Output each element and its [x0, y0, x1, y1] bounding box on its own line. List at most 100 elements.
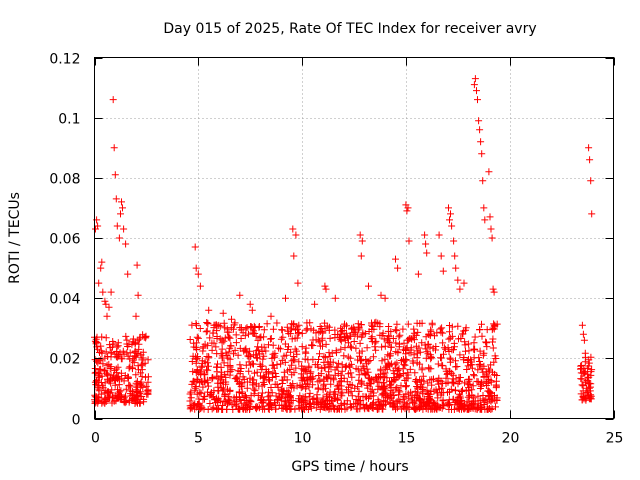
data-point — [361, 369, 369, 377]
data-point — [455, 377, 463, 385]
data-point — [225, 393, 233, 401]
data-point — [358, 237, 366, 245]
data-point — [204, 382, 212, 390]
data-point — [277, 360, 285, 368]
data-point — [421, 231, 429, 239]
data-point — [305, 364, 313, 372]
data-point — [245, 330, 252, 338]
data-point — [347, 369, 355, 377]
data-point — [273, 319, 281, 327]
data-point — [294, 325, 301, 333]
data-point — [366, 357, 374, 364]
data-point — [246, 374, 254, 382]
data-point — [587, 380, 595, 388]
data-point — [428, 403, 436, 411]
data-point — [119, 347, 127, 355]
data-point — [392, 348, 400, 356]
data-point — [193, 367, 201, 375]
data-point — [195, 400, 203, 408]
data-point — [130, 359, 138, 367]
data-point — [410, 325, 418, 333]
data-point — [104, 388, 112, 396]
data-point — [243, 324, 251, 332]
data-point — [579, 330, 587, 338]
data-point — [120, 377, 128, 385]
data-point — [355, 352, 363, 360]
data-point — [325, 349, 333, 357]
data-point — [469, 397, 477, 405]
data-point — [478, 365, 486, 373]
data-point — [196, 325, 204, 332]
data-point — [356, 231, 364, 239]
data-point — [404, 320, 412, 328]
data-point — [186, 390, 194, 398]
data-point — [347, 404, 355, 412]
data-point — [410, 351, 418, 359]
data-point — [342, 362, 350, 370]
data-point — [292, 364, 300, 372]
data-point — [206, 334, 214, 342]
data-point — [191, 378, 199, 386]
data-point — [347, 344, 355, 352]
data-point — [403, 207, 411, 215]
data-point — [371, 343, 379, 351]
data-point — [203, 319, 211, 326]
data-point — [254, 392, 262, 399]
data-point — [585, 144, 593, 152]
data-point — [226, 387, 234, 395]
data-point — [436, 325, 444, 333]
data-point — [386, 352, 394, 360]
data-point — [399, 393, 407, 401]
data-point — [445, 399, 452, 407]
data-point — [135, 340, 143, 348]
data-point — [326, 393, 333, 401]
data-point — [298, 329, 306, 337]
data-point — [269, 325, 277, 333]
data-point — [284, 367, 292, 375]
data-point — [461, 402, 468, 409]
data-point — [137, 369, 145, 377]
data-point — [202, 328, 210, 336]
data-point — [369, 400, 377, 408]
data-point — [451, 343, 458, 351]
data-point — [219, 309, 227, 317]
data-point — [381, 374, 389, 382]
data-point — [381, 364, 389, 372]
data-point — [338, 361, 346, 369]
data-point — [418, 377, 426, 385]
data-point — [220, 319, 228, 327]
data-point — [334, 370, 342, 377]
data-point — [414, 270, 422, 278]
data-point — [367, 380, 374, 388]
data-point — [110, 340, 118, 348]
data-point — [449, 375, 457, 383]
data-point — [438, 354, 446, 362]
data-point — [368, 404, 376, 411]
axis-ticks — [94, 57, 615, 420]
data-point — [443, 370, 451, 378]
data-point — [298, 365, 306, 373]
data-point — [214, 360, 221, 368]
data-point — [279, 376, 287, 384]
data-point — [99, 288, 107, 296]
data-point — [447, 355, 455, 363]
data-point — [387, 343, 395, 351]
data-point — [224, 400, 231, 408]
data-point — [399, 325, 407, 333]
data-point — [254, 403, 262, 411]
data-point — [292, 231, 300, 239]
data-point — [214, 383, 222, 391]
data-point — [392, 339, 400, 347]
data-point — [362, 360, 370, 368]
data-point — [211, 396, 219, 403]
data-point — [377, 291, 385, 299]
data-point — [447, 210, 454, 218]
data-point — [288, 371, 296, 379]
data-point — [204, 366, 212, 374]
data-point — [302, 326, 310, 334]
data-point — [232, 331, 240, 339]
data-point — [256, 350, 264, 358]
data-point — [434, 360, 442, 368]
data-point — [116, 349, 124, 357]
data-point — [129, 391, 137, 399]
